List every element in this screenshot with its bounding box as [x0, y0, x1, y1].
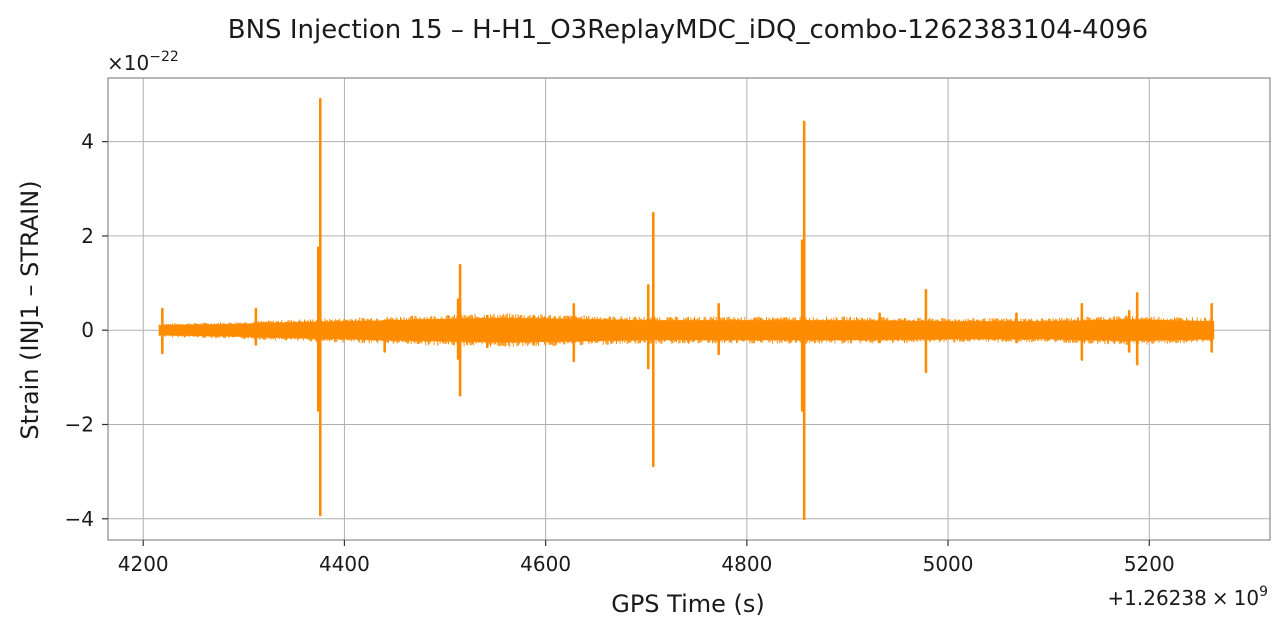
x-tick-label: 5000: [923, 552, 974, 576]
y-tick-label: 4: [81, 130, 94, 154]
y-tick-label: 0: [81, 318, 94, 342]
y-scale-label: ×10−22: [107, 49, 179, 75]
strain-noise-texture: [158, 313, 1214, 348]
x-tick-label: 4400: [319, 552, 370, 576]
y-axis-title: Strain (INJ1 – STRAIN): [16, 180, 44, 439]
plot-frame: [107, 77, 1271, 541]
x-tick-label: 4800: [721, 552, 772, 576]
x-tick-label: 5200: [1124, 552, 1175, 576]
y-tick-label: −4: [65, 507, 94, 531]
x-axis-ticks: 4200 4400 4600 4800 5000 5200: [118, 540, 1175, 576]
chart-title: BNS Injection 15 – H-H1_O3ReplayMDC_iDQ_…: [228, 15, 1148, 45]
x-offset-label: +1.26238 × 109: [1107, 584, 1268, 610]
x-tick-label: 4200: [118, 552, 169, 576]
y-tick-label: −2: [65, 413, 94, 437]
y-tick-label: 2: [81, 224, 94, 248]
series-injection-strain: [158, 97, 1215, 521]
y-axis-ticks: −4 −2 0 2 4: [65, 130, 108, 531]
x-axis-title: GPS Time (s): [611, 590, 765, 618]
x-tick-label: 4600: [520, 552, 571, 576]
